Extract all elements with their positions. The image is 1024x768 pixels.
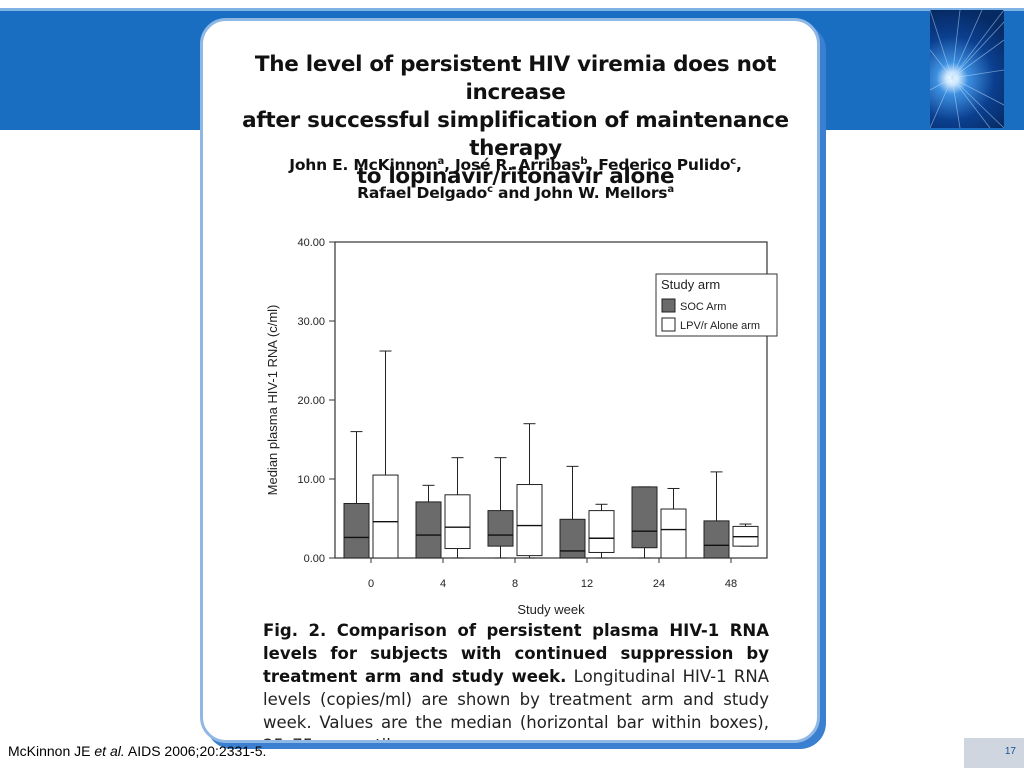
header-highlight — [0, 8, 1024, 11]
x-tick-label: 48 — [725, 578, 737, 590]
paper-excerpt-card: The level of persistent HIV viremia does… — [200, 18, 820, 743]
x-tick-label: 4 — [440, 578, 446, 590]
citation-footer: McKinnon JE et al. AIDS 2006;20:2331-5. — [8, 743, 266, 759]
box-iqr — [660, 508, 687, 559]
citation-author: McKinnon JE — [8, 743, 95, 759]
legend-label: LPV/r Alone arm — [680, 320, 760, 332]
legend-label: SOC Arm — [680, 301, 726, 313]
box-plot-chart: 0.00 10.00 20.00 30.00 40.00 Median plasma HI… — [265, 237, 778, 617]
legend-swatch — [661, 317, 676, 332]
y-tick-label: 10.00 — [297, 474, 325, 486]
paper-title-line: to lopinavir/ritonavir alone — [356, 164, 675, 189]
authors-line: Rafael Delgadoc and John W. Mellorsa — [243, 179, 788, 207]
box-iqr — [415, 501, 442, 559]
paper-authors: John E. McKinnona, José R. Arribasb, Fed… — [243, 151, 788, 207]
y-tick-label: 20.00 — [297, 395, 325, 407]
x-tick-label: 24 — [653, 578, 665, 590]
box-iqr — [516, 484, 543, 557]
figure-caption: Fig. 2. Comparison of persistent plasma … — [263, 619, 769, 740]
y-tick-label: 30.00 — [297, 316, 325, 328]
author-affiliation-sup: c — [487, 184, 493, 195]
x-tick-label: 8 — [512, 578, 518, 590]
author-affiliation-sup: a — [667, 184, 674, 195]
author-affiliation-sup: b — [580, 156, 588, 167]
y-tick-label: 40.00 — [297, 237, 325, 249]
box-iqr — [559, 518, 586, 559]
y-tick-label: 0.00 — [304, 553, 325, 565]
legend-title: Study arm — [661, 277, 720, 292]
starburst-logo-icon — [930, 10, 1004, 128]
box-iqr — [343, 502, 370, 559]
author-name: and John W. Mellors — [492, 184, 668, 202]
author-name: , Federico Pulido — [587, 156, 731, 174]
x-axis-label: Study week — [517, 602, 585, 617]
box-iqr — [703, 520, 730, 559]
page-number: 17 — [1004, 746, 1016, 757]
box-iqr — [487, 510, 514, 547]
caption-text: Longitudinal HIV-1 RNA levels (copies/ml… — [263, 667, 769, 740]
y-axis-label: Median plasma HIV-1 RNA (c/ml) — [265, 305, 280, 496]
authors-line: John E. McKinnona, José R. Arribasb, Fed… — [243, 151, 788, 179]
box-iqr — [588, 510, 615, 553]
x-tick-label: 12 — [581, 578, 593, 590]
caption-bold: Fig. 2. Comparison of persistent plasma … — [263, 621, 769, 686]
legend-swatch — [661, 298, 676, 313]
paper-title: The level of persistent HIV viremia does… — [223, 51, 808, 191]
author-affiliation-sup: c — [730, 156, 737, 167]
legend-box — [655, 273, 778, 337]
citation-journal: AIDS 2006;20:2331-5. — [124, 743, 267, 759]
author-name: , José R. Arribas — [444, 156, 581, 174]
author-name: , — [736, 156, 742, 174]
box-iqr — [372, 474, 399, 559]
citation-etal: et al. — [94, 743, 125, 759]
author-name: John E. McKinnon — [289, 156, 438, 174]
box-iqr — [631, 486, 658, 549]
paper-title-line: The level of persistent HIV viremia does… — [254, 52, 777, 105]
paper-title-line: after successful simplification of maint… — [242, 108, 789, 161]
page-number-box: 17 — [964, 738, 1024, 768]
box-iqr — [444, 494, 471, 550]
x-tick-label: 0 — [368, 578, 374, 590]
author-name: Rafael Delgado — [357, 184, 488, 202]
author-affiliation-sup: a — [437, 156, 445, 167]
